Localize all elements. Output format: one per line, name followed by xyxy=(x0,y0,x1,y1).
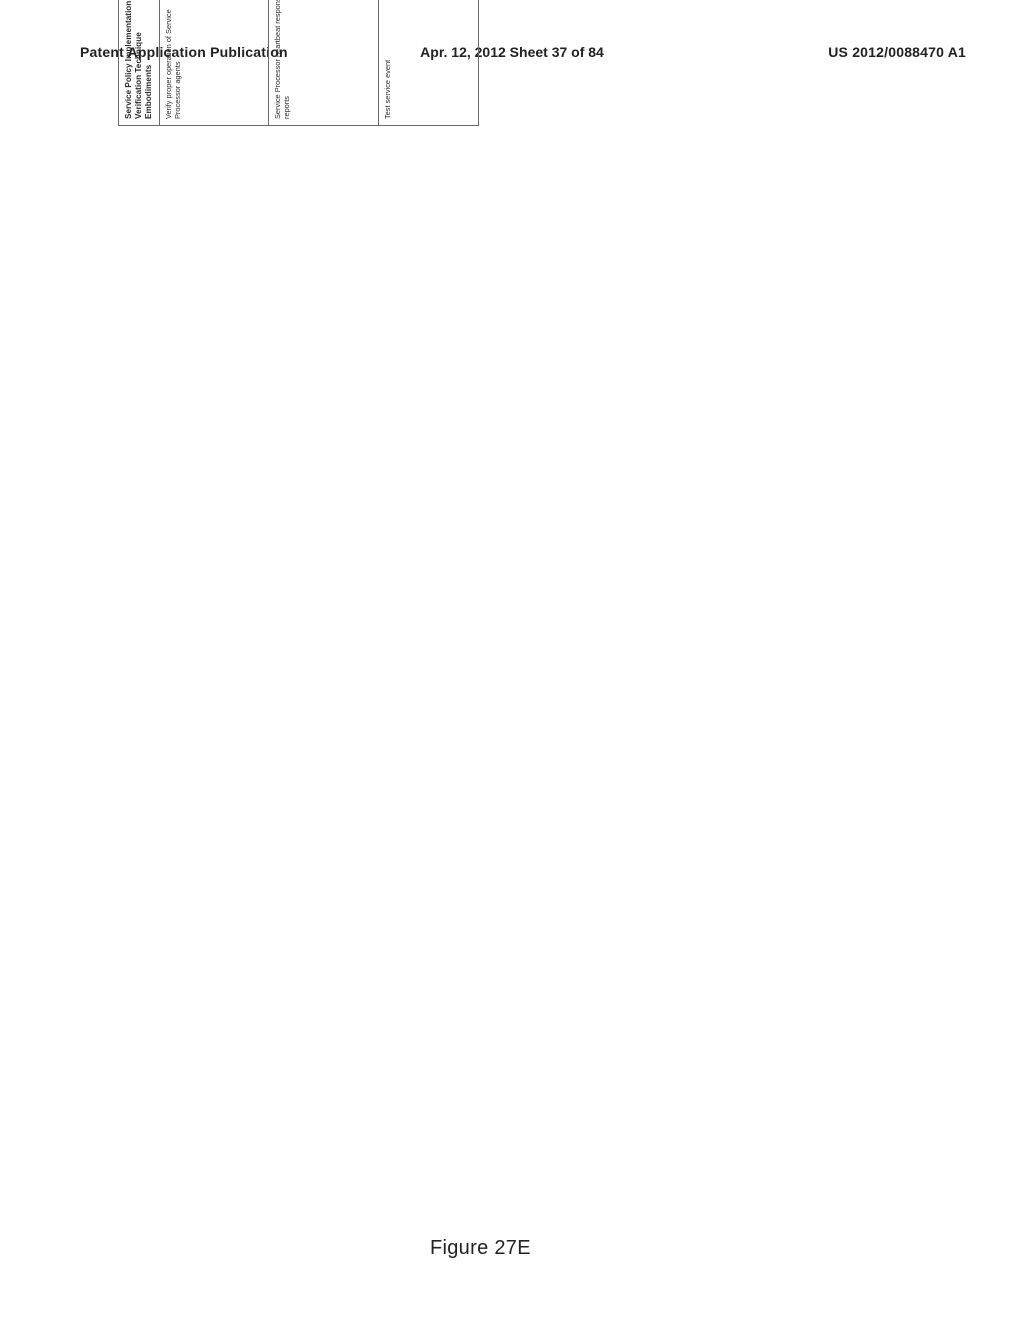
table-row: Service Processor heartbeat response rep… xyxy=(269,0,378,126)
header-right: US 2012/0088470 A1 xyxy=(828,44,966,60)
patent-table: Service Policy Implementation Verificati… xyxy=(118,0,479,126)
rotated-table-wrap: Service Policy Implementation Verificati… xyxy=(118,0,479,126)
col-header-1: Service Policy Implementation Verificati… xyxy=(119,0,160,126)
cell: Service Processor heartbeat response rep… xyxy=(269,0,378,126)
table-row: Verify proper operation of Service Proce… xyxy=(160,0,269,126)
figure-caption: Figure 27E xyxy=(430,1237,531,1260)
page: Patent Application Publication Apr. 12, … xyxy=(0,0,1024,1320)
table-header-row: Service Policy Implementation Verificati… xyxy=(119,0,160,126)
cell: Verify proper operation of Service Proce… xyxy=(160,0,269,126)
table-row: Test service event Service usage reporti… xyxy=(378,0,478,126)
cell: Test service event xyxy=(378,0,478,126)
